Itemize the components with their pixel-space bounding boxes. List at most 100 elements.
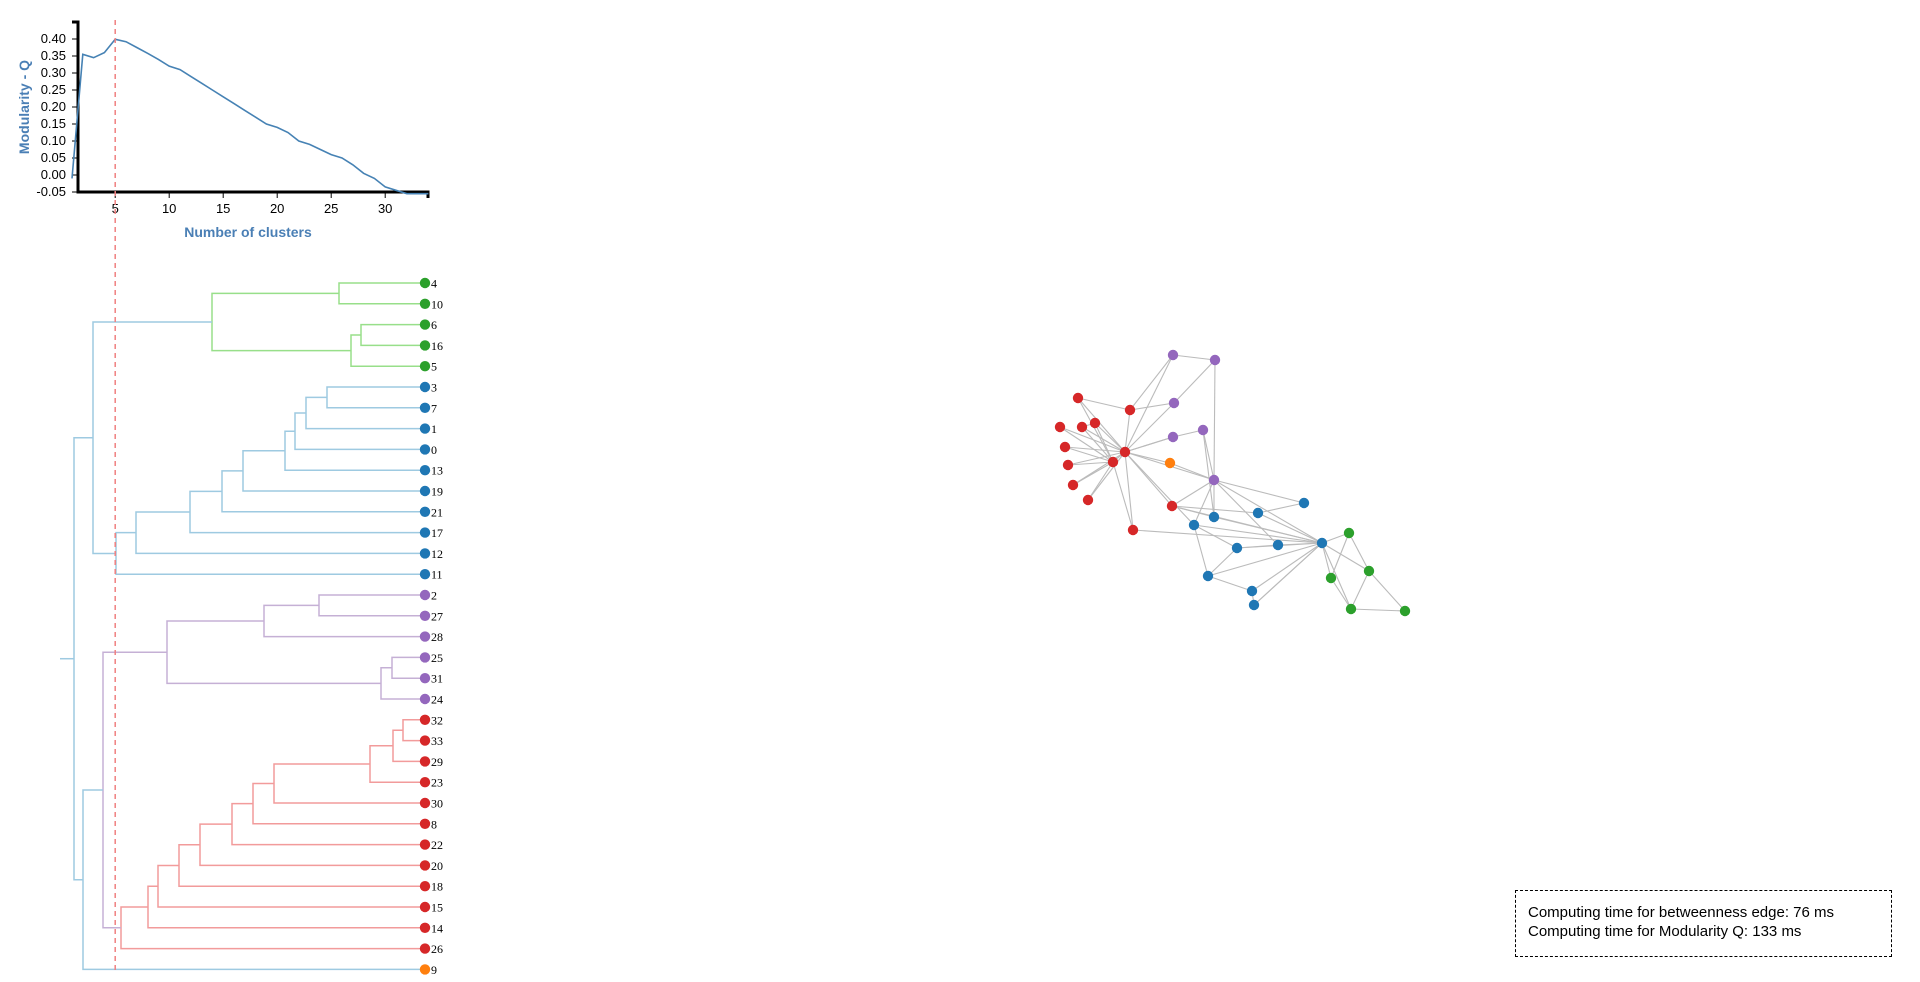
graph-node[interactable] [1124,404,1136,416]
graph-node[interactable] [1167,349,1179,361]
leaf-node[interactable] [419,818,431,829]
graph-node[interactable] [1127,524,1139,536]
chart-axes [72,20,430,198]
graph-edge [1207,547,1238,577]
leaf-label: 14 [431,921,443,935]
leaf-node[interactable] [419,569,431,580]
graph-edge [1213,479,1323,544]
graph-node[interactable] [1082,494,1094,506]
leaf-node[interactable] [419,589,431,601]
leaf-node[interactable] [419,881,431,892]
leaf-label: 0 [431,443,437,457]
graph-node[interactable] [1166,500,1178,512]
leaf-node[interactable] [419,652,431,663]
graph-edge [1213,516,1323,544]
graph-edge [1077,397,1114,463]
graph-node[interactable] [1363,565,1375,577]
graph-node[interactable] [1167,431,1179,443]
graph-node[interactable] [1248,599,1260,611]
leaf-node[interactable] [419,922,431,933]
leaf-label: 33 [431,734,443,748]
graph-node[interactable] [1197,424,1209,436]
leaf-node[interactable] [419,714,431,725]
graph-edge [1193,524,1238,549]
graph-node[interactable] [1246,585,1258,597]
graph-node[interactable] [1298,497,1310,509]
graph-node[interactable] [1059,441,1071,453]
graph-node[interactable] [1168,397,1180,409]
graph-node[interactable] [1208,511,1220,523]
leaf-node[interactable] [419,340,431,351]
leaf-node[interactable] [419,964,431,975]
leaf-node[interactable] [419,381,431,393]
leaf-node[interactable] [419,527,431,538]
leaf-node[interactable] [419,943,431,954]
graph-node[interactable] [1119,446,1131,458]
y-tick-label: 0.15 [41,116,66,131]
graph-node[interactable] [1272,539,1284,551]
dendrogram-link [82,789,425,971]
leaf-label: 26 [431,942,443,956]
graph-node[interactable] [1399,605,1411,617]
graph-edge [1081,426,1114,463]
dendrogram-link [380,667,425,700]
leaf-node[interactable] [419,319,431,330]
dendrogram-leaves: 4106165371013192117121122728253124323329… [419,277,443,977]
graph-node[interactable] [1107,456,1119,468]
leaf-node[interactable] [419,673,431,684]
graph-edge [1129,354,1174,411]
graph-node[interactable] [1076,421,1088,433]
leaf-node[interactable] [419,756,431,767]
graph-node[interactable] [1202,570,1214,582]
leaf-node[interactable] [419,465,431,476]
graph-edge [1257,502,1305,514]
y-tick-label: 0.25 [41,82,66,97]
leaf-node[interactable] [419,548,431,559]
leaf-node[interactable] [419,361,431,372]
leaf-node[interactable] [419,610,431,621]
graph-edge [1348,532,1370,572]
leaf-label: 19 [431,485,443,499]
leaf-node[interactable] [419,277,431,289]
graph-edge [1253,542,1323,606]
graph-node[interactable] [1072,392,1084,404]
network-graph [1054,349,1411,617]
leaf-node[interactable] [419,797,431,809]
graph-node[interactable] [1343,527,1355,539]
leaf-node[interactable] [419,693,431,705]
leaf-node[interactable] [419,485,431,497]
graph-node[interactable] [1054,421,1066,433]
leaf-node[interactable] [419,860,431,871]
graph-node[interactable] [1067,479,1079,491]
graph-node[interactable] [1209,354,1221,366]
graph-node[interactable] [1345,603,1357,615]
graph-edge [1124,402,1175,453]
leaf-node[interactable] [419,402,431,413]
graph-node[interactable] [1316,537,1328,549]
dendrogram-link [211,292,351,352]
graph-edge [1330,577,1352,610]
leaf-node[interactable] [419,735,431,746]
leaf-node[interactable] [419,901,431,913]
dendrogram-link [318,594,425,617]
graph-node[interactable] [1208,474,1220,486]
leaf-node[interactable] [419,423,431,434]
graph-node[interactable] [1089,417,1101,429]
dendrogram-links [60,282,425,971]
graph-node[interactable] [1062,459,1074,471]
leaf-node[interactable] [419,444,431,455]
graph-node[interactable] [1325,572,1337,584]
graph-node[interactable] [1188,519,1200,531]
graph-node[interactable] [1231,542,1243,554]
leaf-node[interactable] [419,298,431,309]
leaf-node[interactable] [419,506,431,517]
leaf-node[interactable] [419,839,431,850]
y-tick-label: 0.05 [41,150,66,165]
dendrogram-link [166,620,381,685]
graph-node[interactable] [1164,457,1176,469]
graph-edge [1193,524,1209,577]
leaf-node[interactable] [419,777,431,788]
leaf-node[interactable] [419,631,431,642]
graph-node[interactable] [1252,507,1264,519]
